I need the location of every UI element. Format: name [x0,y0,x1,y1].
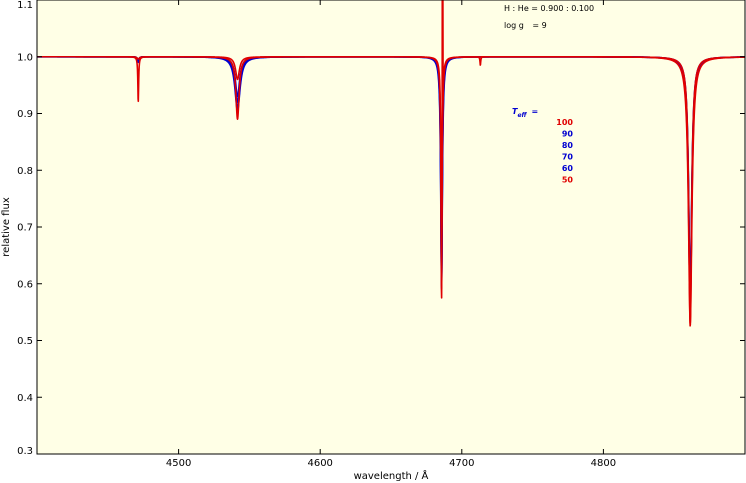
y-tick-label: 0.9 [17,109,33,120]
spectrum-line-teff-100 [36,0,746,327]
y-axis-label: relative flux [1,197,12,257]
gravity-value: = 9 [532,21,546,30]
y-tick-label: 1.1 [17,0,33,11]
legend-value-50: 50 [562,176,574,185]
spectrum-lines [36,0,746,327]
legend-values: 100 90 80 70 60 50 [556,118,573,185]
axis-ticks: 4500 4600 4700 4800 0.3 0.4 0.5 0.6 0.7 0.8 0.9 1.0… [17,0,745,469]
legend-title-symbol: T [512,107,518,116]
legend: Teff = 100 90 80 70 60 50 [512,107,573,185]
legend-value-80: 80 [562,141,574,150]
y-tick-label: 0.5 [17,336,33,347]
y-tick-label: 1.0 [17,52,33,63]
x-tick-label: 4600 [307,458,332,469]
y-tick-label: 0.8 [17,166,33,177]
legend-title-subscript: eff [517,112,527,119]
legend-value-70: 70 [562,153,574,162]
legend-value-100: 100 [556,118,573,127]
x-axis-label: wavelength / Å [354,469,429,482]
legend-title: Teff = [512,107,538,119]
x-tick-label: 4800 [591,458,616,469]
y-tick-label: 0.4 [17,393,33,404]
x-tick-label: 4700 [449,458,474,469]
x-tick-label: 4500 [166,458,191,469]
plot-background [37,0,745,454]
gravity-annotation: log g = 9 [504,21,547,30]
composition-annotation: H : He = 0.900 : 0.100 [504,4,594,13]
legend-value-90: 90 [562,130,574,139]
y-tick-label: 0.7 [17,223,33,234]
legend-value-60: 60 [562,164,574,173]
legend-title-equals: = [532,107,539,116]
y-tick-label: 0.3 [17,446,33,457]
y-tick-label: 0.6 [17,279,33,290]
gravity-label: log g [504,21,524,30]
